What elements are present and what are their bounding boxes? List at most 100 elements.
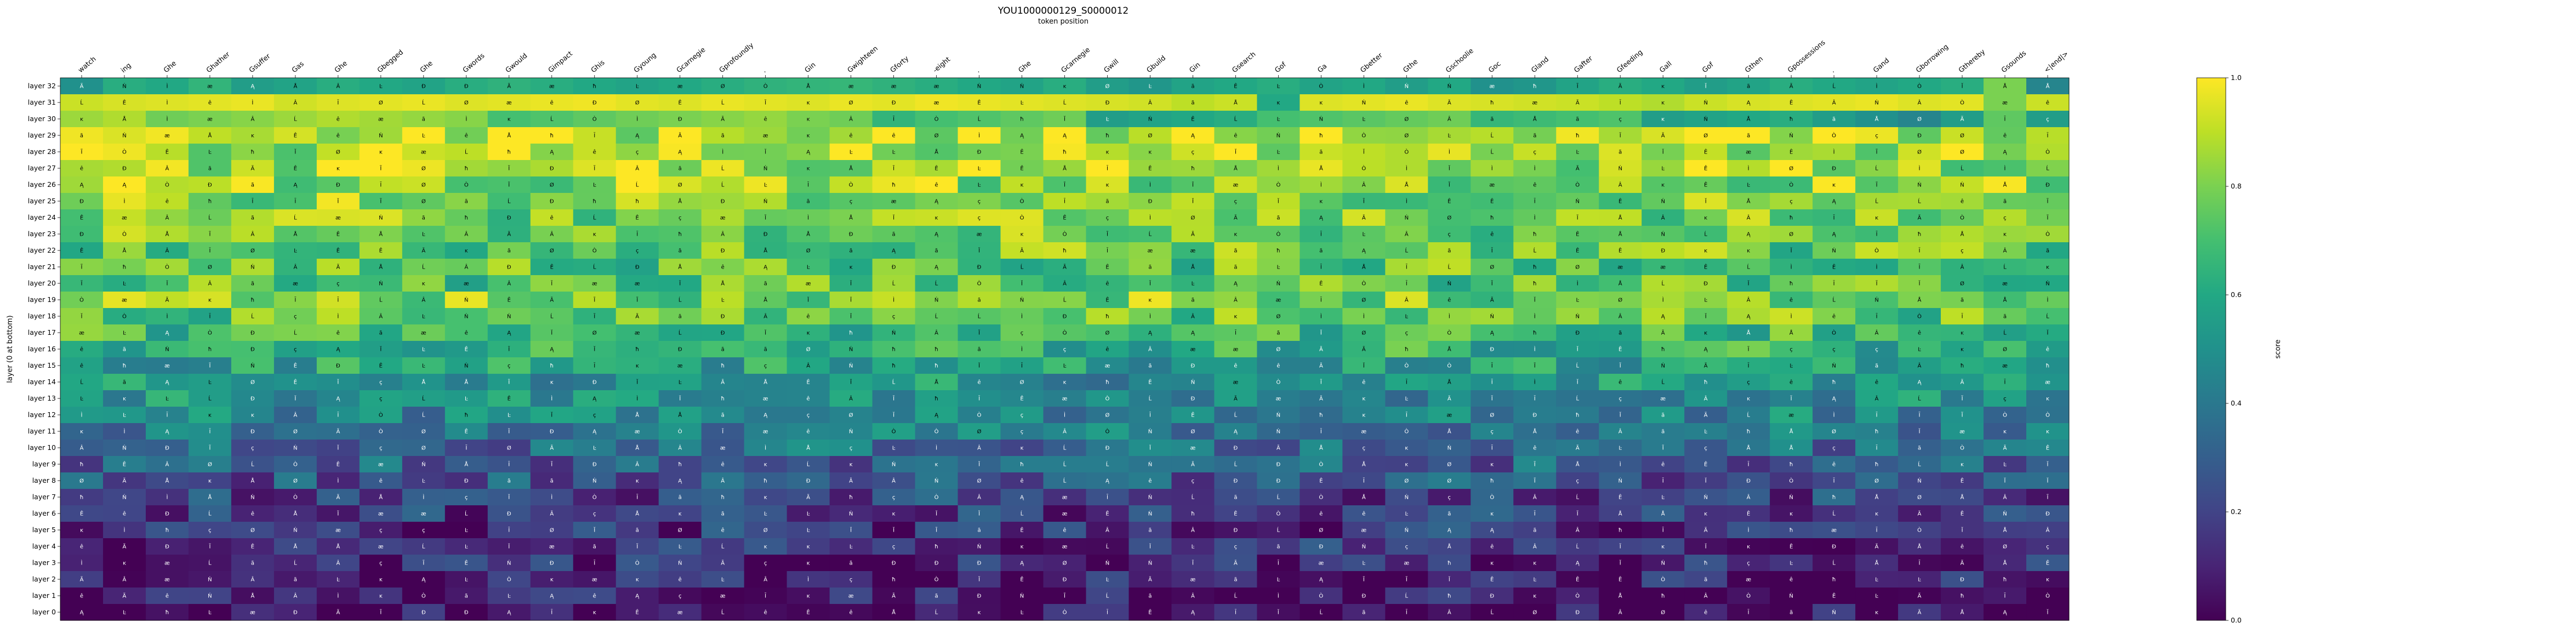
heatmap-cell: [402, 176, 446, 193]
heatmap-cell: [1471, 209, 1514, 226]
cell-annotation: Ð: [1191, 363, 1195, 369]
cell-annotation: ĸ: [1063, 84, 1067, 90]
heatmap-cell: [1171, 505, 1215, 522]
heatmap-cell: [444, 259, 488, 276]
cell-annotation: æ: [378, 462, 384, 468]
cell-annotation: ĸ: [379, 577, 383, 583]
cell-annotation: æ: [1489, 183, 1495, 189]
cell-annotation: Ĺ: [208, 395, 212, 402]
heatmap-cell: [915, 341, 959, 358]
heatmap-cell: [145, 423, 189, 440]
cell-annotation: ĸ: [1747, 248, 1750, 254]
heatmap-cell: [1129, 176, 1172, 193]
heatmap-cell: [145, 176, 189, 193]
heatmap-cell: [615, 209, 659, 226]
cell-annotation: Ð: [1234, 528, 1238, 534]
y-tick-label: layer 0: [32, 608, 56, 616]
cell-annotation: Ø: [1361, 330, 1366, 337]
heatmap-cell: [573, 604, 617, 621]
heatmap-cell: [1342, 226, 1386, 243]
cell-annotation: Ð: [550, 429, 554, 435]
cell-annotation: Ĺ: [636, 181, 639, 189]
cell-annotation: Ĺ: [978, 116, 981, 123]
heatmap-cell: [1599, 555, 1642, 572]
cell-annotation: Ń: [1832, 609, 1836, 616]
cell-annotation: Ĩ: [1491, 280, 1494, 287]
cell-annotation: Ã: [123, 477, 127, 484]
y-tick-label: layer 23: [28, 230, 56, 238]
heatmap-cell: [1898, 292, 1941, 309]
heatmap-cell: [1342, 604, 1386, 621]
cell-annotation: æ: [848, 594, 854, 600]
heatmap-cell: [1898, 144, 1941, 161]
cell-annotation: Ą: [1832, 199, 1837, 205]
heatmap-cell: [273, 242, 317, 259]
cell-annotation: Ą: [1191, 133, 1195, 139]
cell-annotation: ã: [721, 133, 725, 139]
cell-annotation: æ: [1148, 248, 1153, 254]
cell-annotation: Ą: [1576, 561, 1580, 567]
heatmap-cell: [1684, 259, 1728, 276]
y-tick-label: layer 3: [32, 558, 56, 567]
heatmap-cell: [1684, 407, 1728, 424]
heatmap-cell: [316, 94, 360, 111]
cell-annotation: Ĺ: [1192, 494, 1195, 501]
heatmap-cell: [744, 144, 788, 161]
heatmap-cell: [1043, 522, 1086, 539]
heatmap-cell: [1385, 440, 1428, 457]
heatmap-cell: [1385, 144, 1428, 161]
cell-annotation: Ì: [2004, 165, 2006, 172]
heatmap-cell: [1898, 489, 1941, 506]
cell-annotation: ç: [1747, 380, 1750, 386]
heatmap-cell: [1727, 176, 1770, 193]
heatmap-cell: [787, 160, 830, 177]
heatmap-cell: [102, 242, 146, 259]
cell-annotation: Ĭ: [978, 362, 980, 369]
cell-annotation: ĸ: [1149, 150, 1152, 156]
heatmap-cell: [829, 538, 873, 555]
cell-annotation: ã: [1875, 363, 1878, 369]
cell-annotation: æ: [677, 363, 683, 369]
heatmap-cell: [1898, 604, 1941, 621]
heatmap-cell: [359, 555, 403, 572]
cell-annotation: ĸ: [251, 413, 254, 419]
cell-annotation: Ê: [1191, 116, 1194, 123]
cell-annotation: Å: [1447, 428, 1451, 435]
cell-annotation: ĸ: [1533, 594, 1536, 600]
cell-annotation: ê: [1832, 313, 1836, 320]
cell-annotation: Ĺ: [2003, 329, 2007, 337]
cell-annotation: Ŀ: [1405, 396, 1409, 402]
heatmap-cell: [316, 341, 360, 358]
heatmap-cell: [1556, 390, 1599, 407]
heatmap-cell: [1086, 160, 1129, 177]
heatmap-cell: [1984, 324, 2027, 341]
cell-annotation: Ê: [1105, 510, 1109, 517]
heatmap-cell: [1556, 209, 1599, 226]
heatmap-cell: [316, 489, 360, 506]
cell-annotation: Ĩ: [1576, 214, 1579, 221]
heatmap-cell: [102, 390, 146, 407]
cell-annotation: Ĺ: [935, 313, 938, 320]
cell-annotation: æ: [2045, 380, 2050, 386]
y-tick-label: layer 28: [28, 147, 56, 156]
cell-annotation: ħ: [892, 347, 896, 353]
heatmap-cell: [1556, 588, 1599, 605]
heatmap-cell: [402, 259, 446, 276]
cell-annotation: Ŀ: [1277, 84, 1280, 90]
heatmap-cell: [444, 440, 488, 457]
cell-annotation: Ø: [1276, 346, 1280, 353]
heatmap-cell: [145, 242, 189, 259]
cell-annotation: Ą: [80, 183, 84, 189]
cell-annotation: Ĩ: [978, 510, 981, 517]
cell-annotation: Ð: [293, 610, 298, 616]
cell-annotation: Ð: [1148, 199, 1153, 205]
heatmap-cell: [1813, 440, 1856, 457]
heatmap-cell: [487, 604, 531, 621]
heatmap-cell: [829, 259, 873, 276]
heatmap-cell: [958, 111, 1001, 128]
heatmap-cell: [1129, 111, 1172, 128]
heatmap-cell: [1599, 489, 1642, 506]
cell-annotation: ç: [379, 396, 383, 402]
heatmap-cell: [1342, 472, 1386, 489]
cell-annotation: Ê: [80, 510, 83, 517]
